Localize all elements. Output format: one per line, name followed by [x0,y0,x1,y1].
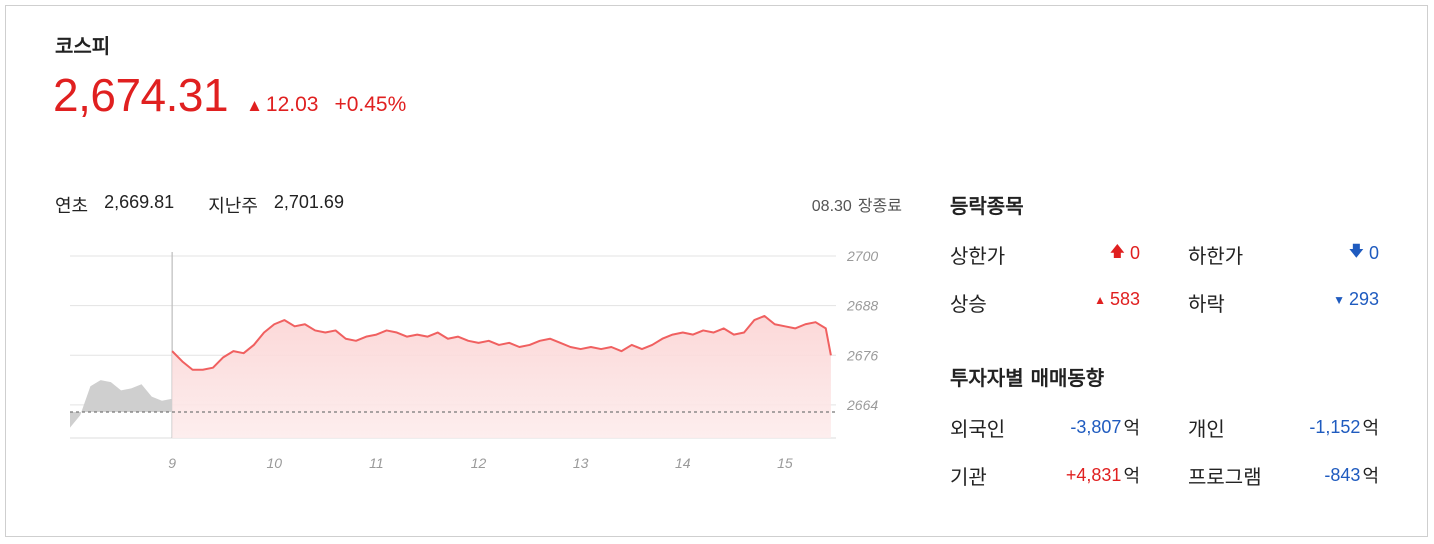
y-tick-label: 2664 [846,397,878,413]
price-change-percent: +0.45% [334,93,407,116]
session-line [171,314,832,371]
program-value: -843 [1324,464,1361,485]
index-name[interactable]: 코스피 [55,34,111,58]
program-label: 프로그램 [1188,465,1262,489]
individual-stat: -1,152 억 [1259,414,1379,440]
x-tick-label: 14 [675,455,691,471]
up-triangle-icon: ▲ [246,96,263,115]
lower-limit-value: 0 [1368,243,1379,263]
individual-value: -1,152 [1309,416,1361,437]
current-price: 2,674.31 [53,69,229,121]
institution-stat: +4,831 억 [1020,462,1140,488]
foreign-label: 외국인 [950,417,1006,441]
rise-stat: ▲ 583 [1040,289,1140,310]
intraday-chart[interactable]: 2700 2688 2676 2664 9 10 11 12 13 14 15 [0,0,900,480]
x-tick-label: 13 [573,455,589,471]
foreign-stat: -3,807 억 [1020,414,1140,440]
unit-label: 억 [1123,466,1140,487]
lower-limit-label: 하한가 [1188,244,1244,268]
upper-limit-label: 상한가 [950,244,1006,268]
up-triangle-icon: ▲ [1094,292,1106,307]
market-close-info: 08.30 장종료 [812,192,902,216]
lower-limit-stat: 🡇 0 [1280,241,1379,266]
x-tick-label: 15 [777,455,793,471]
price-row: 2,674.31 ▲ 12.03 +0.45% [53,68,406,122]
rise-label: 상승 [950,292,987,316]
x-tick-label: 9 [168,455,176,471]
institution-value: +4,831 [1065,464,1122,485]
x-tick-label: 12 [471,455,487,471]
down-triangle-icon: ▼ [1333,292,1345,307]
arrow-up-icon: 🡅 [1109,243,1125,260]
close-date: 08.30 [811,198,852,215]
fall-value: 293 [1348,289,1379,309]
program-stat: -843 억 [1259,462,1379,488]
x-tick-label: 11 [369,455,384,471]
arrow-down-icon: 🡇 [1348,243,1364,260]
unit-label: 억 [1362,466,1379,487]
price-change-value: 12.03 [265,93,319,116]
y-tick-label: 2700 [846,248,878,264]
individual-label: 개인 [1188,417,1225,441]
close-status: 장종료 [857,196,902,215]
last-week-value: 2,701.69 [273,192,344,212]
year-start-value: 2,669.81 [104,192,175,212]
unit-label: 억 [1123,418,1140,439]
rise-value: 583 [1109,289,1140,309]
investors-title: 투자자별 매매동향 [950,366,1105,390]
price-change: ▲ 12.03 [246,93,318,117]
unit-label: 억 [1362,418,1379,439]
premarket-area [70,380,173,428]
foreign-value: -3,807 [1070,416,1122,437]
y-tick-label: 2676 [846,347,878,363]
year-start-label: 연초 [55,196,89,217]
kospi-index-card [5,5,1428,537]
last-week-label: 지난주 [208,196,258,217]
institution-label: 기관 [950,465,987,489]
breadth-title: 등락종목 [950,194,1024,218]
y-tick-label: 2688 [846,298,878,314]
fall-stat: ▼ 293 [1280,289,1379,310]
upper-limit-stat: 🡅 0 [1040,241,1140,266]
upper-limit-value: 0 [1129,243,1140,263]
session-area [172,315,831,438]
reference-prices: 연초 2,669.81 지난주 2,701.69 [55,192,378,218]
fall-label: 하락 [1188,292,1225,316]
x-tick-label: 10 [266,455,282,471]
